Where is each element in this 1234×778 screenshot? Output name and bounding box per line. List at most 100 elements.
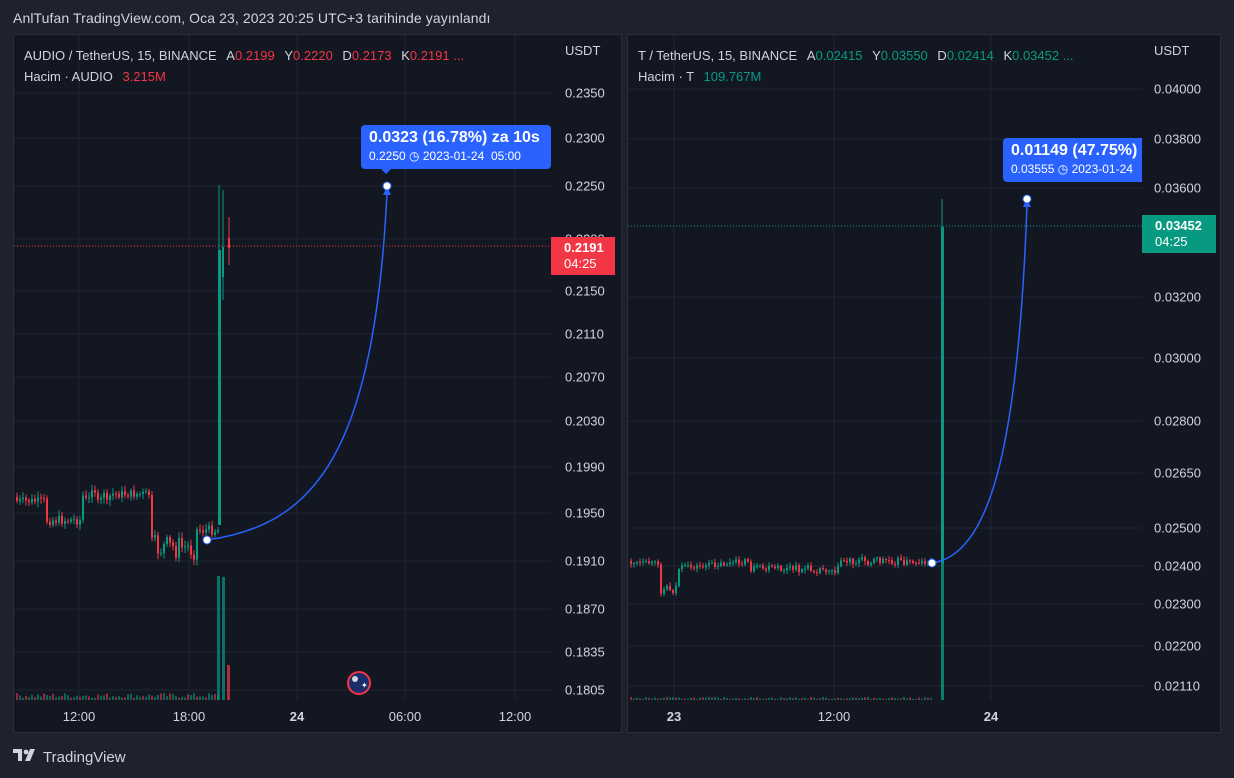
candle-body <box>843 560 845 562</box>
volume-bar <box>747 698 749 700</box>
volume-bar <box>684 698 686 700</box>
volume-bar <box>738 698 740 700</box>
candle-body <box>214 531 216 535</box>
candle-body <box>834 570 836 573</box>
volume-bar <box>813 697 815 700</box>
volume-bar <box>858 698 860 700</box>
candle-body <box>921 560 923 564</box>
candle-body <box>783 570 785 572</box>
chart-panel-t[interactable]: T / TetherUS, 15, BINANCE A0.02415 Y0.03… <box>627 34 1221 733</box>
volume-bar <box>61 695 63 700</box>
volume-bar <box>40 696 42 700</box>
time-tick-label: 12:00 <box>498 709 532 724</box>
volume-bar <box>735 697 737 700</box>
tradingview-footer[interactable]: TradingView <box>13 747 126 767</box>
volume-bar <box>759 698 761 700</box>
candle-body <box>163 543 165 553</box>
volume-bar <box>645 697 647 700</box>
volume-bar <box>801 698 803 700</box>
candle-body <box>867 561 869 565</box>
volume-bar <box>94 697 96 700</box>
candle-body <box>798 565 800 573</box>
candle-body <box>211 525 213 535</box>
candle-body <box>633 563 635 565</box>
volume-bar <box>639 698 641 700</box>
volume-bar <box>783 698 785 700</box>
volume-bar <box>163 693 165 700</box>
australia-flag-icon[interactable]: ✦ <box>347 671 371 695</box>
volume-bar <box>717 697 719 700</box>
candle-body <box>172 542 174 546</box>
volume-bar <box>91 697 93 700</box>
time-tick-label: 24 <box>983 709 999 724</box>
candle-body <box>828 571 830 573</box>
price-tick-label: 0.2070 <box>565 369 605 385</box>
volume-bar <box>726 698 728 700</box>
candle-body <box>202 530 204 533</box>
price-tick-label: 0.03000 <box>1154 350 1201 366</box>
volume-bar <box>88 696 90 700</box>
volume-bar <box>888 698 890 700</box>
price-tick-label: 0.2350 <box>565 85 605 101</box>
symbol-label[interactable]: AUDIO / TetherUS, 15, BINANCE <box>24 48 217 63</box>
chart-panel-audio[interactable]: AUDIO / TetherUS, 15, BINANCE A0.2199 Y0… <box>13 34 622 733</box>
volume-label: Hacim · T <box>638 69 694 84</box>
candle-body <box>639 562 641 564</box>
volume-bar <box>97 694 99 700</box>
time-tick-label: 18:00 <box>172 709 206 724</box>
candle-body <box>193 554 195 560</box>
volume-bar <box>199 696 201 700</box>
volume-bar <box>882 698 884 700</box>
candle-body <box>813 570 815 573</box>
ohlc-open-key: A <box>226 48 235 63</box>
candle-body <box>702 565 704 568</box>
volume-bar <box>780 697 782 700</box>
candle-body <box>208 525 210 530</box>
candle-body <box>130 490 132 497</box>
candle-body <box>97 492 99 500</box>
volume-bar <box>651 698 653 700</box>
price-tick-label: 0.02400 <box>1154 558 1201 574</box>
price-tick-label: 0.2030 <box>565 413 605 429</box>
candle-body <box>888 560 890 562</box>
candle-body <box>651 561 653 564</box>
projection-tooltip[interactable]: 0.01149 (47.75%) 0.03555 ◷ 2023-01-24 <box>1003 138 1142 182</box>
candle-body <box>184 546 186 548</box>
t-chart-canvas[interactable] <box>628 35 1221 733</box>
price-tick-label: 0.1990 <box>565 459 605 475</box>
symbol-label[interactable]: T / TetherUS, 15, BINANCE <box>638 48 798 63</box>
candle-body <box>19 498 21 501</box>
volume-bar <box>22 697 24 700</box>
volume-bar <box>136 695 138 700</box>
projection-tooltip[interactable]: 0.0323 (16.78%) za 10s 0.2250 ◷ 2023-01-… <box>361 125 551 174</box>
projection-start-point <box>927 558 937 568</box>
audio-chart-canvas[interactable] <box>14 35 622 733</box>
volume-bar <box>777 698 779 700</box>
volume-bar <box>822 697 824 700</box>
volume-bar <box>732 698 734 700</box>
candle-body <box>100 497 102 500</box>
volume-bar <box>837 697 839 700</box>
volume-bar <box>160 693 162 700</box>
time-tick-label: 06:00 <box>388 709 422 724</box>
candle-body <box>804 568 806 570</box>
candle-body <box>205 529 207 533</box>
candle-body <box>873 558 875 563</box>
ohlc-high: 0.2220 <box>293 48 333 63</box>
candle-body <box>825 569 827 572</box>
candle-body <box>831 570 833 572</box>
candle-body <box>885 559 887 561</box>
t-legend: T / TetherUS, 15, BINANCE A0.02415 Y0.03… <box>638 45 1074 87</box>
volume-bar <box>693 697 695 700</box>
projection-date: 2023-01-24 <box>1071 162 1133 176</box>
volume-bar <box>130 693 132 700</box>
ohlc-low-key: D <box>937 48 947 63</box>
volume-bar <box>187 694 189 700</box>
candle-body <box>34 498 36 502</box>
candle-body <box>762 565 764 569</box>
candle-body <box>810 565 812 571</box>
ohlc-high-key: Y <box>872 48 881 63</box>
candle-body <box>681 565 683 570</box>
volume-bar <box>798 698 800 700</box>
volume-bar <box>924 697 926 700</box>
